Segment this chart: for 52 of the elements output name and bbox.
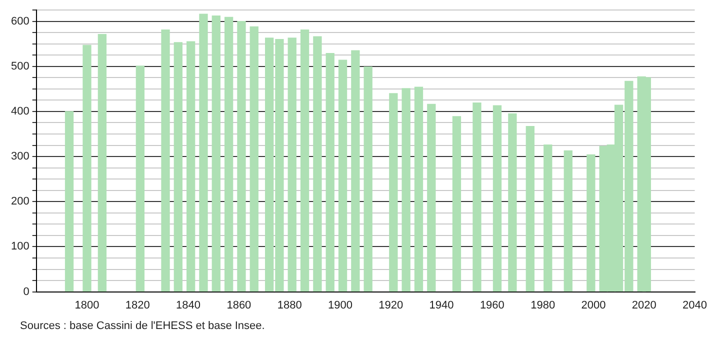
bar: [250, 26, 258, 292]
x-tick-label: 1940: [429, 299, 454, 312]
x-tick-label: 1880: [277, 299, 302, 312]
bar: [82, 44, 92, 292]
y-tick-label: 0: [23, 286, 30, 298]
bar: [452, 116, 462, 292]
bar: [199, 14, 208, 292]
bar: [586, 154, 596, 292]
bar: [351, 50, 360, 292]
y-tick-label: 200: [10, 196, 30, 208]
bar: [186, 41, 196, 292]
x-tick-label: 2020: [632, 299, 656, 312]
bar: [389, 93, 398, 292]
x-tick-label: 1920: [378, 299, 404, 312]
bar: [64, 111, 74, 292]
bar: [472, 102, 482, 292]
x-tick-label: 2000: [581, 299, 606, 312]
x-tick-label: 1860: [226, 299, 252, 312]
bar: [564, 150, 572, 292]
bar: [313, 36, 322, 292]
x-tick-label: 1820: [125, 299, 150, 312]
bar: [136, 66, 145, 292]
bar: [98, 34, 107, 292]
y-tick-label: 500: [10, 60, 30, 72]
y-tick-label: 400: [10, 105, 30, 118]
bar: [174, 42, 182, 292]
bar: [427, 104, 436, 292]
bar: [414, 86, 424, 292]
bar: [338, 60, 348, 292]
y-tick-label: 600: [10, 15, 30, 28]
bar: [492, 105, 502, 292]
bar: [526, 126, 534, 292]
x-tick-label: 2040: [682, 299, 708, 312]
bar: [288, 38, 296, 292]
x-tick-label: 1980: [530, 299, 556, 312]
bar: [364, 66, 372, 292]
bar: [224, 16, 234, 292]
x-tick-label: 1800: [74, 299, 100, 312]
bar: [161, 30, 170, 292]
bar: [237, 20, 246, 292]
y-tick-label: 300: [10, 150, 30, 163]
bar: [212, 16, 220, 292]
bar: [326, 52, 334, 292]
bar: [544, 144, 552, 292]
bar: [402, 88, 410, 292]
x-tick-label: 1960: [480, 299, 504, 312]
bar: [508, 113, 517, 292]
y-tick-label: 100: [10, 240, 30, 253]
x-tick-label: 1840: [176, 299, 201, 312]
x-tick-label: 1900: [328, 299, 352, 312]
bar: [300, 30, 310, 292]
source-note: Sources : base Cassini de l'EHESS et base Insee.: [20, 320, 265, 332]
